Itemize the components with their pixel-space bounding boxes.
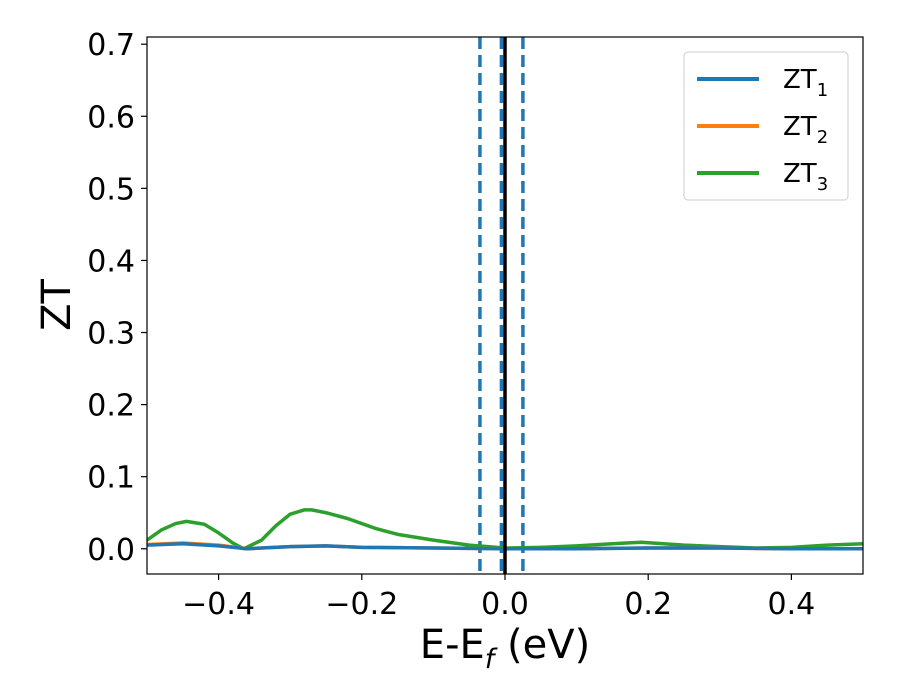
y-axis-title: ZT: [34, 279, 80, 331]
x-axis: −0.4 −0.2 0.0 0.2 0.4: [182, 574, 815, 622]
x-tick-label: −0.2: [325, 587, 398, 622]
y-tick-label: 0.6: [87, 100, 135, 135]
x-axis-title: E-Ef (eV): [420, 622, 590, 675]
legend-box: [683, 51, 849, 201]
y-tick-label: 0.3: [87, 317, 135, 352]
y-tick-label: 0.1: [87, 461, 135, 496]
x-tick-label: −0.4: [182, 587, 255, 622]
series-line-zt-3: [147, 508, 863, 551]
series-layer: [147, 37, 863, 574]
y-tick-label: 0.0: [87, 533, 135, 568]
reference-lines: [478, 37, 525, 574]
x-tick-label: 0.4: [768, 587, 816, 622]
series-line-zt-1: [147, 541, 863, 551]
legend-label-3: ZT3: [783, 159, 828, 195]
legend: ZT1 ZT2 ZT3: [683, 51, 849, 201]
y-axis: 0.0 0.1 0.2 0.3 0.4 0.5 0.6 0.7: [87, 28, 147, 568]
legend-label-1: ZT1: [783, 65, 828, 101]
y-tick-label: 0.5: [87, 172, 135, 207]
y-tick-label: 0.4: [87, 244, 135, 279]
y-tick-label: 0.7: [87, 28, 135, 63]
x-tick-label: 0.2: [624, 587, 672, 622]
legend-label-2: ZT2: [783, 112, 828, 148]
y-tick-label: 0.2: [87, 389, 135, 424]
x-tick-label: 0.0: [481, 587, 529, 622]
